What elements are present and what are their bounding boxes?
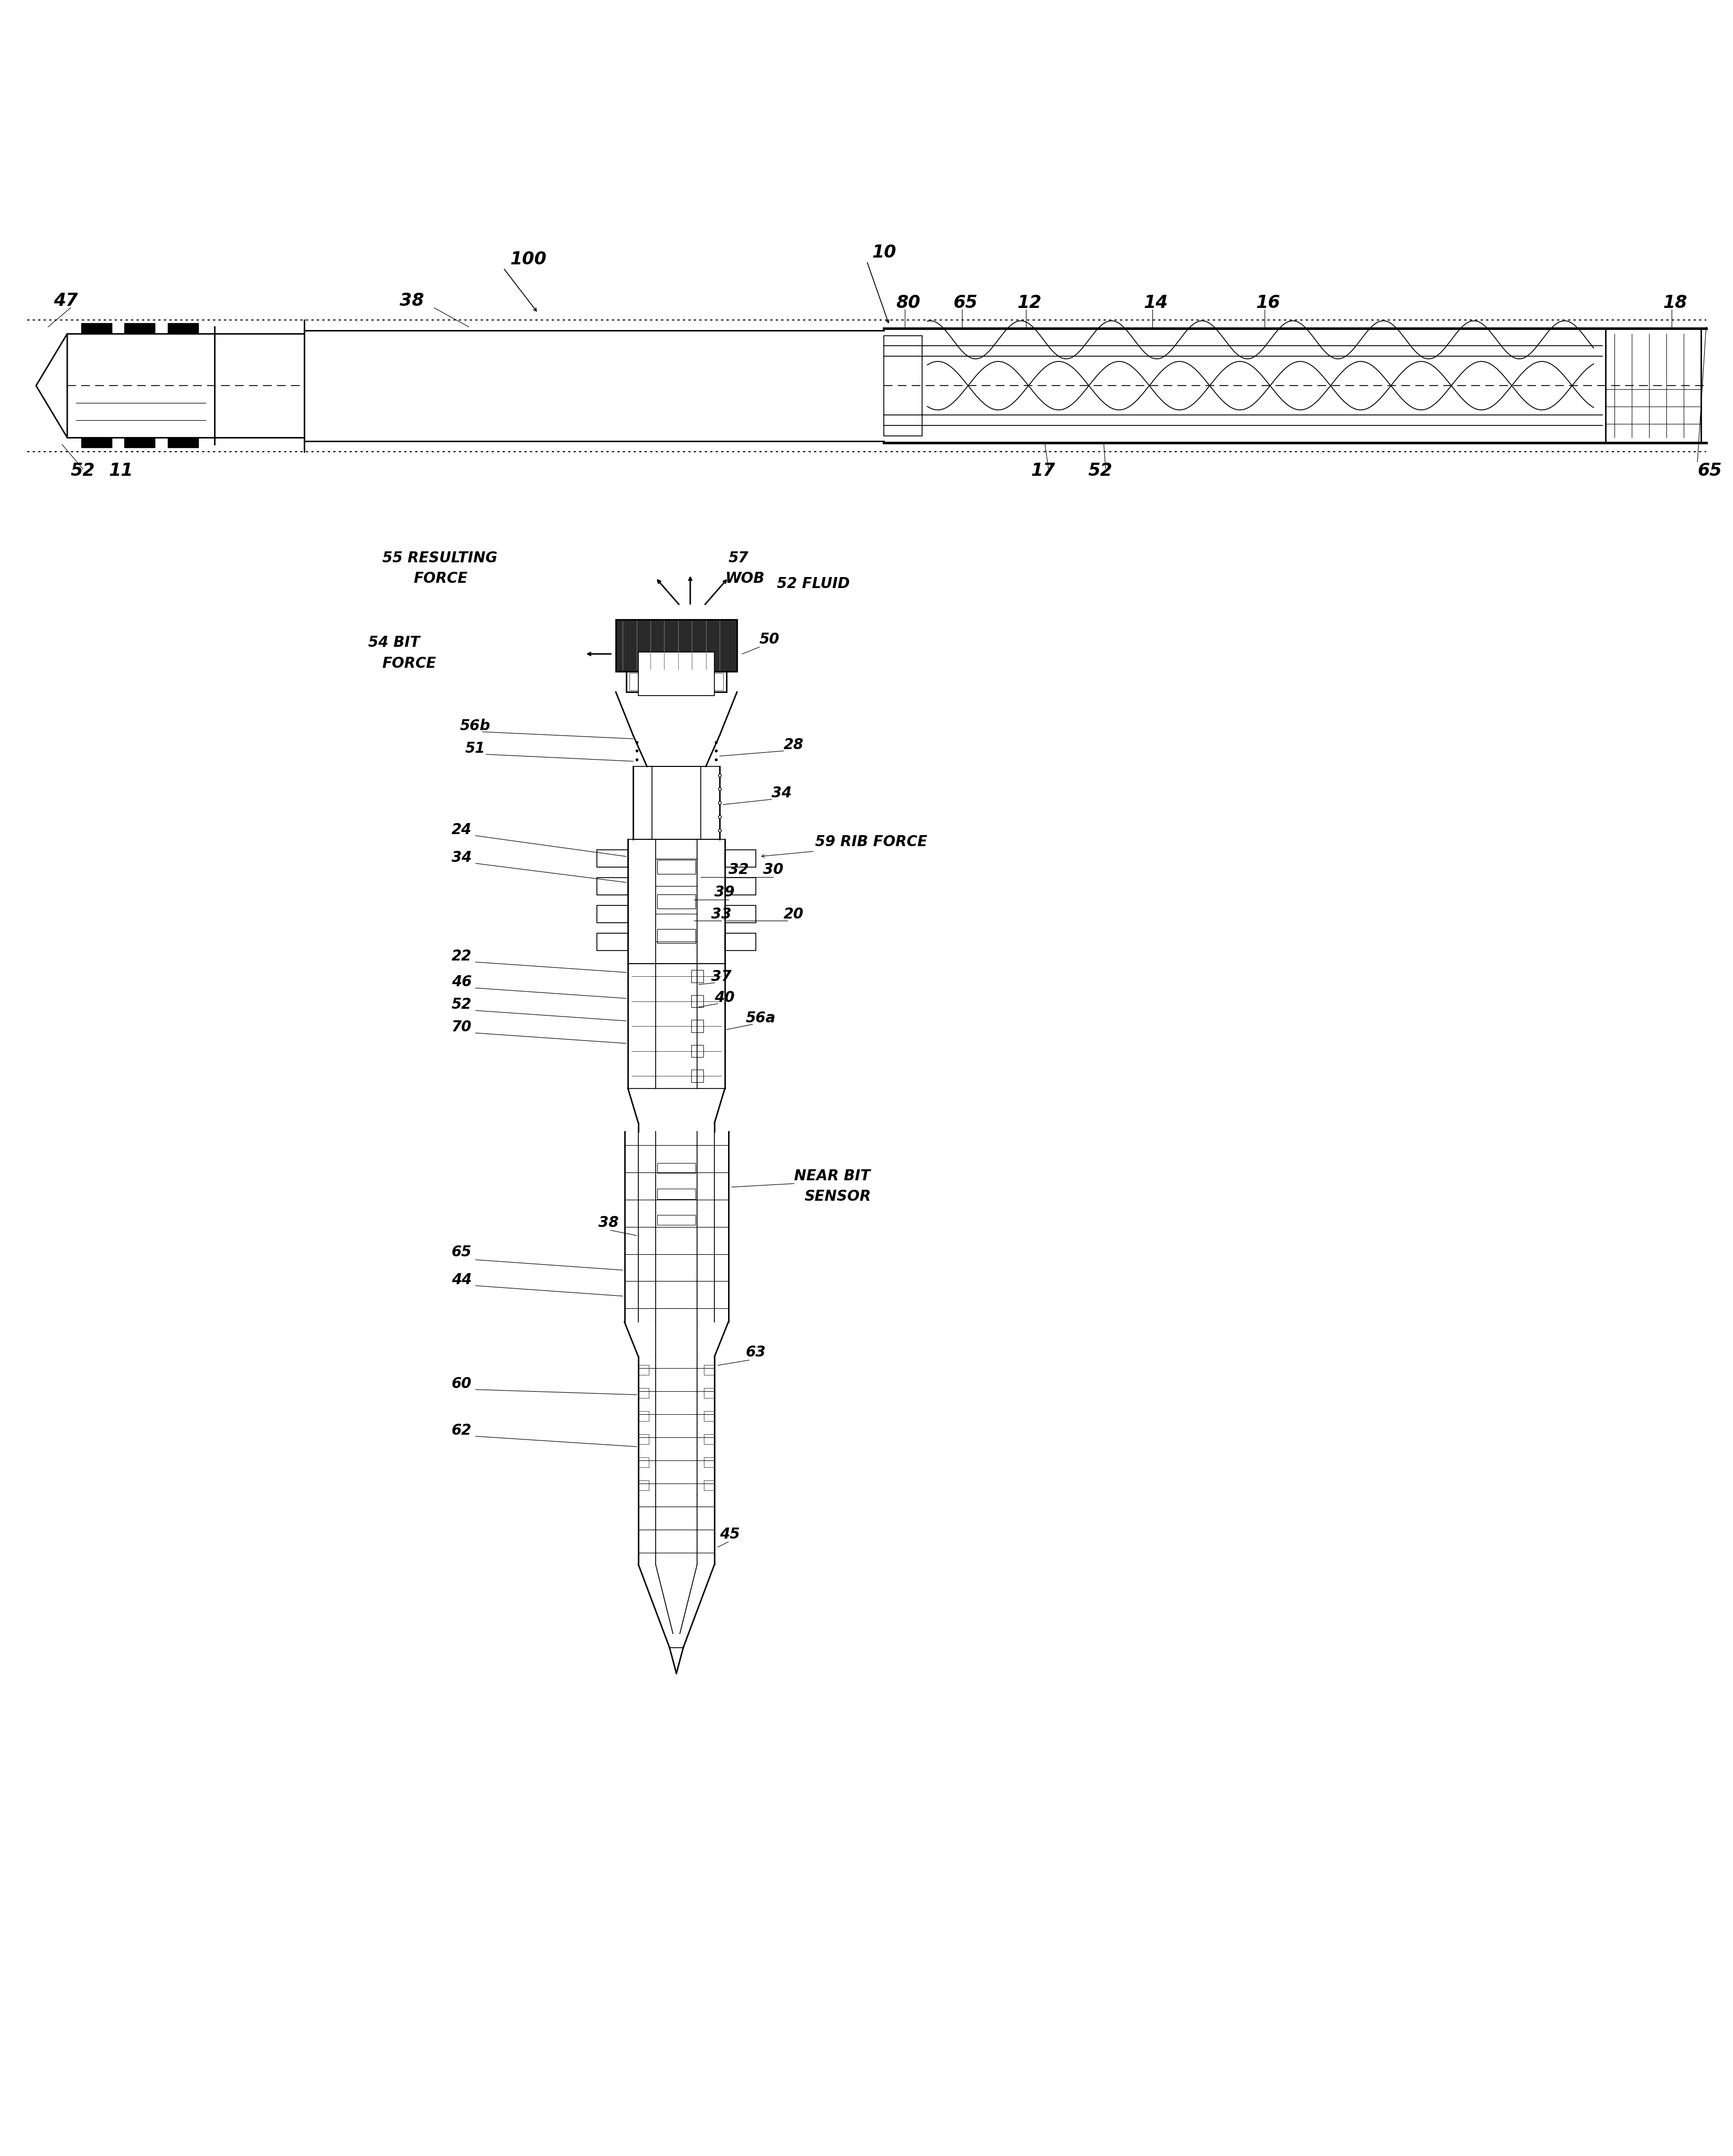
Bar [691, 1020, 704, 1033]
Bar [638, 1457, 648, 1468]
Text: 47: 47 [54, 293, 78, 310]
Bar [657, 929, 695, 942]
Bar [657, 1214, 695, 1225]
Text: 52 FLUID: 52 FLUID [776, 576, 849, 591]
Text: 59 RIB FORCE: 59 RIB FORCE [815, 834, 927, 849]
Text: 10: 10 [872, 244, 896, 261]
Bar [884, 336, 922, 436]
Bar [125, 323, 156, 334]
Bar [596, 877, 627, 895]
Bar [596, 849, 627, 867]
Text: 14: 14 [1144, 293, 1168, 310]
Bar [626, 671, 726, 692]
Text: 11: 11 [109, 461, 133, 479]
Bar [1605, 328, 1700, 442]
Bar [724, 934, 756, 951]
Text: 39: 39 [714, 884, 735, 899]
Bar [168, 438, 199, 448]
Text: 22: 22 [451, 949, 471, 964]
Bar [657, 860, 695, 873]
Bar [168, 323, 199, 334]
Text: 37: 37 [711, 970, 731, 985]
Bar [657, 895, 695, 908]
Text: 38: 38 [598, 1216, 619, 1229]
Bar [704, 1434, 714, 1445]
Text: 33: 33 [711, 908, 731, 923]
Text: 45: 45 [719, 1526, 740, 1542]
Text: 30: 30 [763, 862, 783, 877]
Text: 100: 100 [510, 250, 546, 267]
Bar [638, 1481, 648, 1490]
Text: 20: 20 [783, 908, 804, 923]
Text: 28: 28 [783, 737, 804, 752]
Bar [657, 1188, 695, 1199]
Text: 52: 52 [71, 461, 95, 479]
Bar [704, 1388, 714, 1399]
Text: 16: 16 [1256, 293, 1281, 310]
Bar [724, 906, 756, 923]
Bar [596, 906, 627, 923]
Bar [724, 877, 756, 895]
Text: FORCE: FORCE [412, 571, 468, 586]
Bar [638, 1365, 648, 1376]
Bar [657, 1162, 695, 1173]
Text: 12: 12 [1017, 293, 1042, 310]
Bar [638, 1434, 648, 1445]
Text: 32: 32 [728, 862, 749, 877]
Text: 52: 52 [1088, 461, 1113, 479]
Text: 55 RESULTING: 55 RESULTING [381, 550, 497, 565]
Text: 70: 70 [451, 1020, 471, 1035]
Text: 50: 50 [759, 632, 780, 647]
Bar [638, 1388, 648, 1399]
Text: 65: 65 [451, 1244, 471, 1259]
Text: 17: 17 [1031, 461, 1055, 479]
Text: WOB: WOB [724, 571, 764, 586]
Bar [691, 1046, 704, 1056]
Bar [638, 1410, 648, 1421]
Text: 18: 18 [1662, 293, 1686, 310]
Bar [638, 653, 714, 696]
Text: 60: 60 [451, 1376, 471, 1391]
Text: 65: 65 [953, 293, 977, 310]
Text: 80: 80 [896, 293, 920, 310]
Text: 54 BIT: 54 BIT [367, 636, 419, 651]
Text: 56b: 56b [459, 718, 490, 733]
Text: 63: 63 [745, 1345, 766, 1360]
Bar [704, 1457, 714, 1468]
Bar [704, 1410, 714, 1421]
Text: 46: 46 [451, 975, 471, 990]
Bar [615, 619, 737, 671]
Text: 52: 52 [451, 998, 471, 1011]
Text: 38: 38 [399, 293, 425, 310]
Text: SENSOR: SENSOR [804, 1190, 872, 1203]
Bar [629, 673, 723, 690]
Text: 34: 34 [771, 787, 792, 800]
Bar [81, 323, 113, 334]
Bar [81, 438, 113, 448]
Text: 56a: 56a [745, 1011, 775, 1026]
Text: 62: 62 [451, 1423, 471, 1438]
Bar [704, 1481, 714, 1490]
Text: 51: 51 [464, 742, 485, 757]
Text: 57: 57 [728, 550, 749, 565]
Bar [691, 970, 704, 983]
Text: 44: 44 [451, 1272, 471, 1287]
Bar [724, 849, 756, 867]
Text: FORCE: FORCE [381, 655, 437, 671]
Text: 40: 40 [714, 990, 735, 1005]
Text: 65: 65 [1697, 461, 1721, 479]
Text: NEAR BIT: NEAR BIT [794, 1169, 870, 1184]
Bar [691, 996, 704, 1007]
Bar [125, 438, 156, 448]
Bar [704, 1365, 714, 1376]
Bar [596, 934, 627, 951]
Bar [691, 1069, 704, 1082]
Text: 34: 34 [451, 849, 471, 865]
Text: 24: 24 [451, 821, 471, 837]
